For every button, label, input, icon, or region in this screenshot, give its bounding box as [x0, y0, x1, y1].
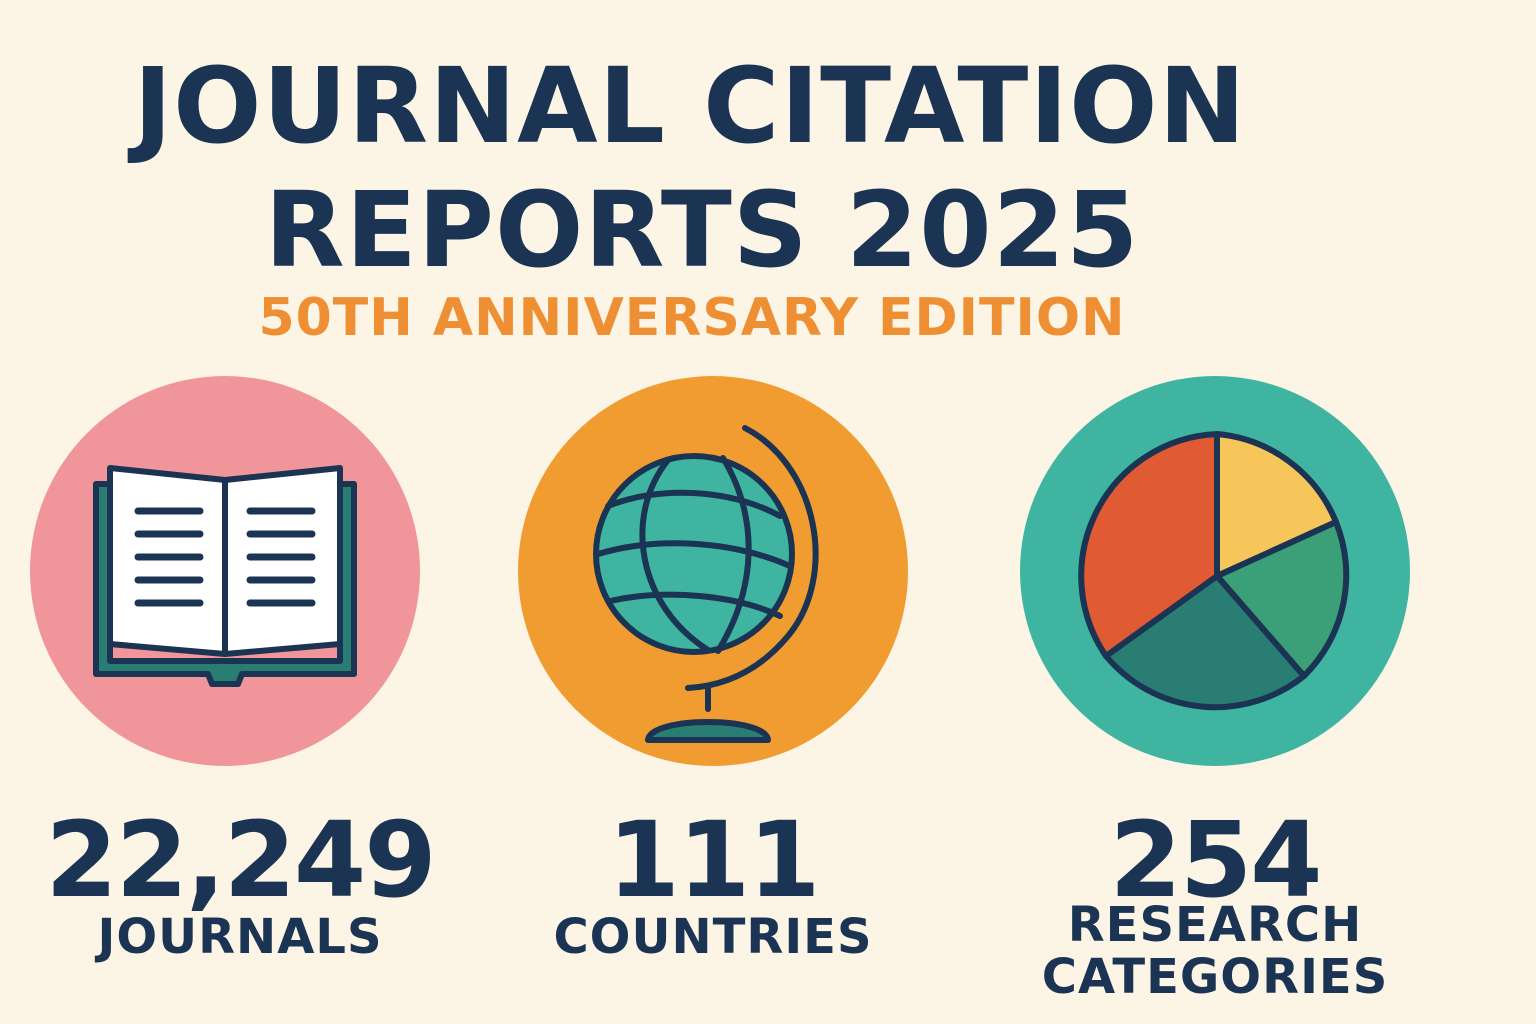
journals-circle [30, 376, 420, 766]
globe-icon [593, 425, 819, 743]
journals-label: JOURNALS [97, 909, 383, 965]
countries-label: COUNTRIES [553, 909, 873, 965]
categories-label-line-2: CATEGORIES [1041, 949, 1389, 1005]
categories-circle [1020, 376, 1410, 766]
globe-base [645, 719, 771, 743]
countries-number: 111 [607, 799, 820, 921]
title-line-2: REPORTS 2025 [264, 169, 1140, 291]
countries-circle [518, 376, 908, 766]
journals-number: 22,249 [45, 799, 436, 921]
open-book-icon [93, 465, 357, 687]
pie-chart-icon [1078, 431, 1350, 711]
title-line-1: JOURNAL CITATION [133, 45, 1247, 167]
categories-label-line-1: RESEARCH [1067, 897, 1363, 953]
subtitle: 50TH ANNIVERSARY EDITION [258, 288, 1126, 348]
categories-number: 254 [1109, 799, 1322, 921]
